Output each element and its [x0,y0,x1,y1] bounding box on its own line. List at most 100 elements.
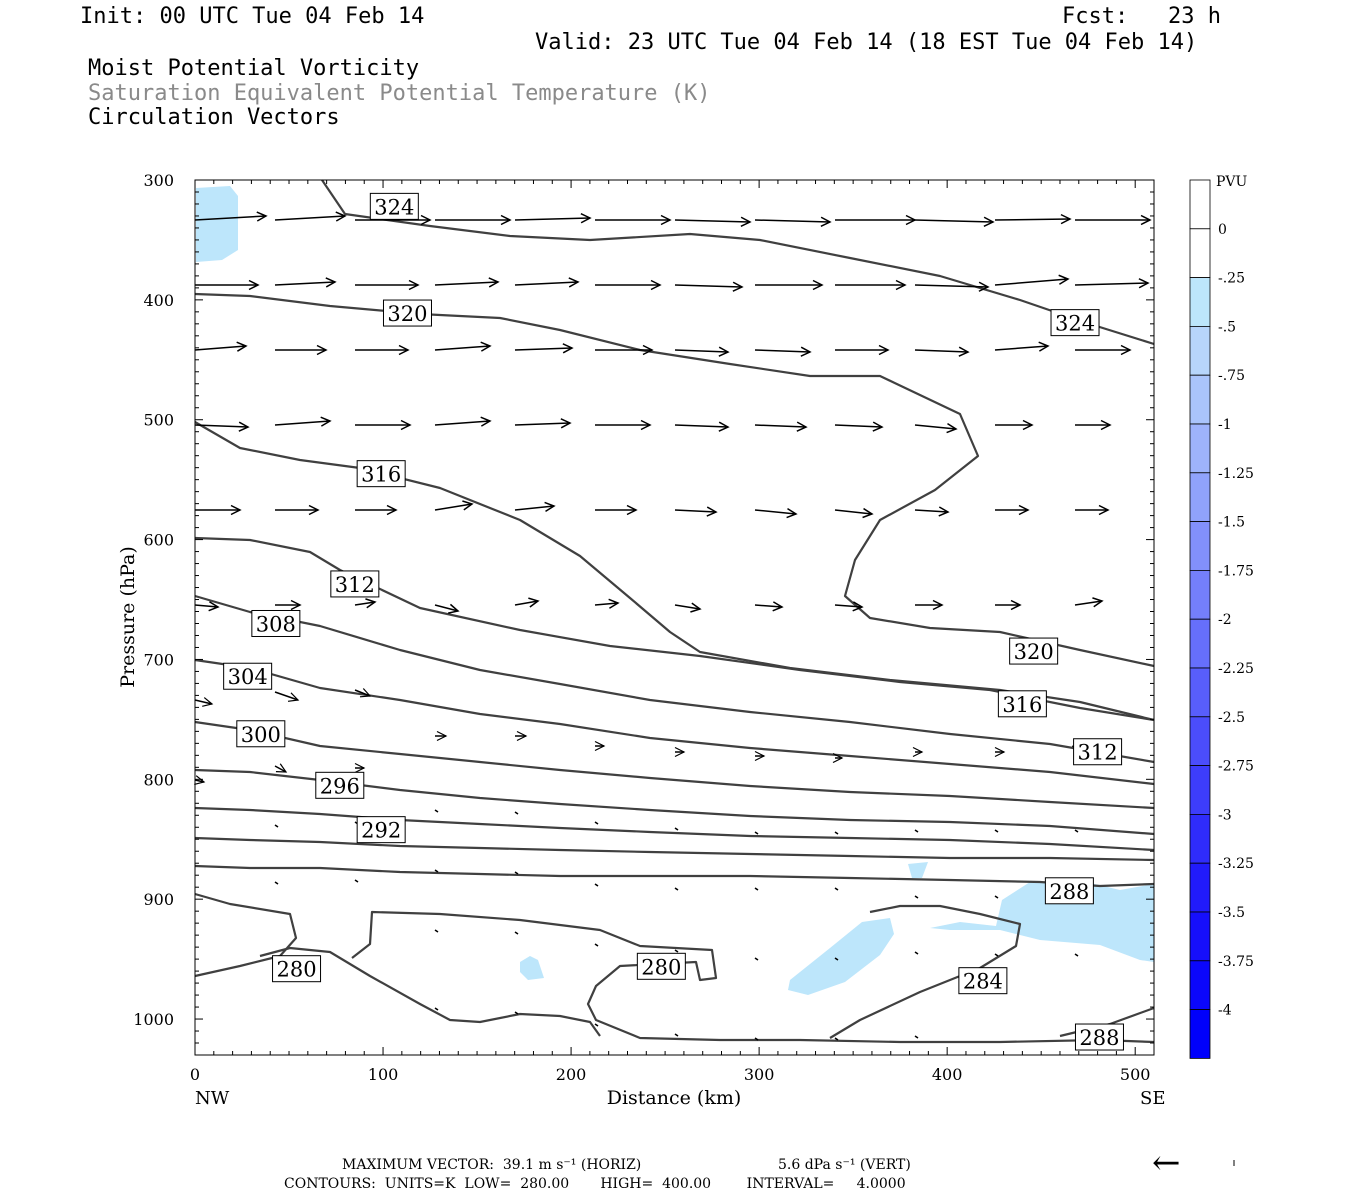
forecast-hour: 23 h [1168,4,1221,29]
circulation-vector-head [398,344,410,356]
colorbar-swatch [1189,911,1211,962]
colorbar-label: -.75 [1218,368,1245,384]
contour-label: 292 [361,819,401,843]
colorbar-label: -1 [1218,417,1232,433]
circulation-vector [194,345,247,351]
circulation-vector-head [488,277,500,288]
colorbar-title: PVU [1216,174,1248,190]
y-tick-label: 500 [143,411,174,430]
theta-es-contour [194,720,1155,810]
circulation-vector [994,345,1049,351]
colorbar-swatch [1189,716,1211,766]
x-tick-label: 200 [556,1065,587,1084]
contour-label-box [1050,309,1100,337]
colorbar-swatch [1189,374,1211,425]
colorbar-swatch [1189,179,1211,230]
circulation-vector-head [500,214,512,226]
colorbar-label: -3.25 [1218,856,1254,872]
circulation-vector [1074,829,1079,833]
contour-label: 288 [1079,1026,1119,1050]
circulation-vector-head [194,775,206,786]
circulation-vector [194,699,213,705]
circulation-vector [994,829,999,833]
y-tick-label: 400 [143,291,174,310]
circulation-vector-head [400,419,412,431]
circulation-vector-head [320,416,332,427]
field-title-theta-es: Saturation Equivalent Potential Temperat… [88,81,711,106]
circulation-vector-head [290,599,302,611]
circulation-vector [194,424,249,428]
circulation-vector-head [580,213,592,224]
circulation-vector [434,869,439,873]
circulation-vector-head [594,740,606,752]
circulation-vector-head [544,501,556,513]
circulation-vector-head [448,603,460,614]
contour-label-box [997,690,1047,718]
circulation-vector [674,349,729,353]
colorbar-swatch [1189,521,1211,571]
circulation-vector-head [1058,274,1070,285]
circulation-vector [514,347,573,351]
colorbar-swatch [1189,1009,1211,1059]
circulation-vector [914,895,919,899]
colorbar-swatch [1189,862,1211,913]
max-vector-vert-note: 5.6 dPa s⁻¹ (VERT) [778,1157,911,1173]
contour-label: 320 [1014,640,1054,664]
circulation-vector-head [786,508,798,519]
circulation-vector-head [562,343,574,354]
contour-label-box [315,771,365,799]
colorbar-label: -4 [1218,1003,1232,1019]
contour-label-box [636,952,686,980]
contour-label: 280 [276,958,316,982]
colorbar-label: -1.5 [1218,515,1245,531]
circulation-vector-head [718,346,730,357]
circulation-vector-head [895,279,907,291]
circulation-vector [354,601,376,606]
circulation-vector-head [1098,504,1110,516]
theta-es-contour [194,658,1155,786]
circulation-vector [434,809,439,813]
colorbar-swatch [1189,618,1211,669]
max-vector-note: MAXIMUM VECTOR: 39.1 m s⁻¹ (HORIZ) [342,1157,642,1173]
contour-label: 316 [361,463,401,487]
circulation-vector-head [275,763,288,773]
circulation-vector [674,1033,679,1037]
circulation-vector [754,349,811,353]
contour-label-box [1074,1023,1124,1051]
circulation-vector-head [800,346,812,357]
circulation-vector-head [568,277,580,288]
circulation-vector-head [480,341,492,352]
theta-es-contour [194,594,1155,764]
colorbar-swatch [1189,765,1211,815]
circulation-vector-head [516,730,528,742]
contour-label: 304 [228,665,268,689]
circulation-vector-head [1120,344,1132,356]
circulation-vector-head [354,762,366,774]
circulation-vector-head [287,692,300,702]
theta-es-contour [194,864,1155,888]
circulation-vector-head [408,279,420,291]
circulation-vector-head [202,697,214,707]
circulation-vector-head [335,211,347,222]
circulation-vector-head [812,279,824,291]
y-tick-label: 1000 [133,1010,174,1029]
theta-es-contour [194,768,1155,836]
x-tick-label: 100 [368,1065,399,1084]
circulation-vector [514,217,591,221]
circulation-vector-head [862,507,874,519]
circulation-vector [514,505,555,511]
colorbar-swatch [1189,960,1211,1010]
circulation-vector-head [208,601,220,612]
circulation-vector [994,218,1071,221]
circulation-vector [354,879,359,883]
circulation-vector-head [316,344,328,356]
circulation-vector-head [958,346,970,357]
contour-label: 324 [1055,312,1095,336]
circulation-vector-head [872,421,884,432]
colorbar-label: -.25 [1218,271,1245,287]
circulation-vector [274,824,279,828]
theta-es-contour [194,292,1155,668]
circulation-vector [594,943,599,947]
circulation-vector-head [983,216,995,227]
circulation-vector [914,1035,919,1039]
